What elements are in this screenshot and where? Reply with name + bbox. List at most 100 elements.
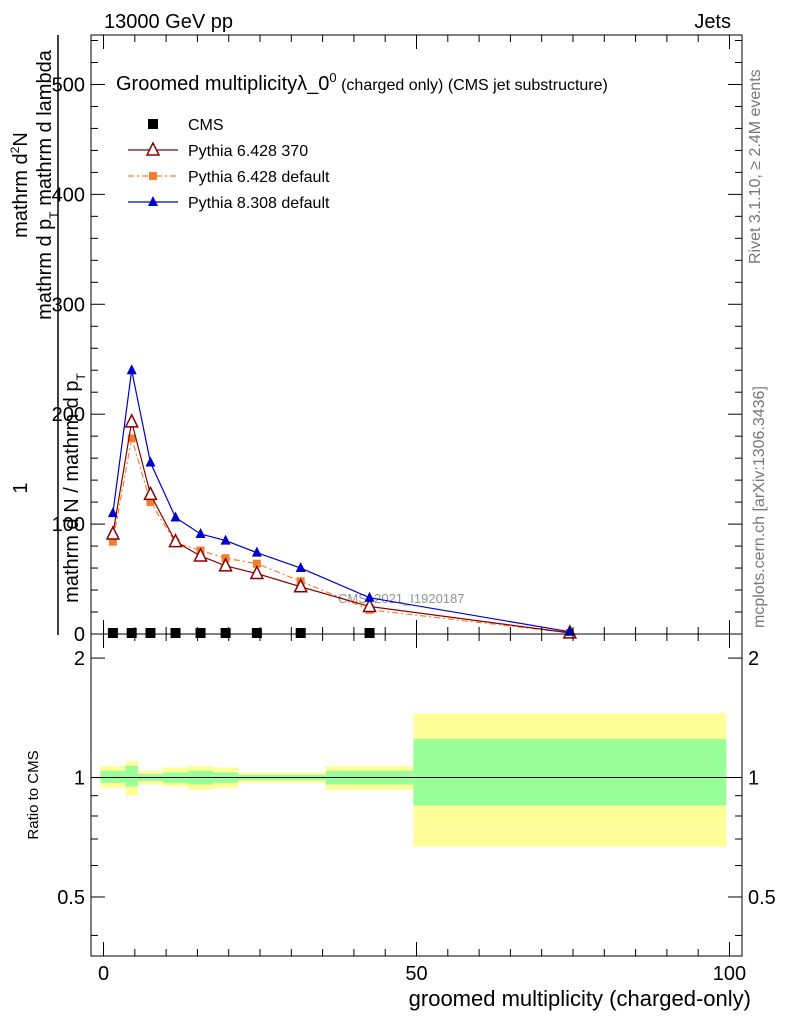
series-3 bbox=[107, 364, 575, 636]
data-point bbox=[145, 456, 156, 467]
legend-entry: Pythia 6.428 370 bbox=[128, 141, 308, 160]
x-tick-label: 0 bbox=[98, 963, 109, 985]
y-tick-label: 0 bbox=[74, 624, 85, 646]
legend-marker bbox=[145, 141, 161, 156]
data-point bbox=[218, 557, 233, 572]
legend-marker bbox=[148, 196, 158, 206]
ratio-y-tick-label: 0.5 bbox=[57, 887, 85, 909]
data-point bbox=[251, 546, 262, 557]
rivet-label: Rivet 3.1.10, ≥ 2.4M events bbox=[747, 69, 764, 264]
data-point bbox=[170, 628, 181, 638]
ratio-y-tick-label-right: 2 bbox=[748, 648, 759, 670]
y-label-num-dpt: mathrm d p bbox=[34, 219, 56, 320]
data-point bbox=[220, 534, 231, 545]
legend-entry: Pythia 6.428 default bbox=[128, 169, 330, 186]
ratio-y-label: Ratio to CMS bbox=[25, 750, 42, 839]
y-tick-label: 300 bbox=[52, 294, 85, 316]
data-point bbox=[145, 628, 156, 638]
ratio-y-tick-label-right: 0.5 bbox=[748, 887, 776, 909]
ratio-y-ticks bbox=[91, 657, 742, 936]
data-point bbox=[108, 537, 117, 546]
mcplots-label: mcplots.cern.ch [arXiv:1306.3436] bbox=[751, 386, 768, 628]
series-0 bbox=[107, 628, 375, 638]
header-right: Jets bbox=[694, 11, 731, 33]
x-axis-label: groomed multiplicity (charged-only) bbox=[409, 986, 751, 1011]
y-label-num-sub: T bbox=[47, 211, 61, 219]
data-point bbox=[252, 559, 261, 568]
series-line bbox=[112, 370, 570, 633]
legend-entry: Pythia 8.308 default bbox=[128, 195, 330, 212]
data-point bbox=[105, 525, 121, 540]
series-2 bbox=[108, 434, 574, 637]
y-label-num-dlambda: mathrm d lambda bbox=[34, 49, 56, 211]
data-point bbox=[107, 507, 118, 518]
series-line bbox=[112, 421, 570, 634]
legend-label: Pythia 8.308 default bbox=[188, 195, 330, 212]
ratio-band-inner bbox=[125, 765, 138, 787]
y-label-den-sub: T bbox=[74, 373, 88, 381]
ratio-y-tick-label-right: 1 bbox=[748, 768, 759, 790]
ratio-y-tick-labels: 0.5 0.5 1 1 2 2 bbox=[57, 648, 776, 909]
y-tick-label: 100 bbox=[52, 514, 85, 536]
series-line bbox=[112, 438, 570, 634]
y-label-denominator: mathrm d N / mathrm d pT bbox=[61, 373, 88, 603]
legend: CMS Pythia 6.428 370 Pythia 6.428 default P… bbox=[128, 117, 330, 212]
data-point bbox=[295, 628, 306, 638]
x-tick-label: 50 bbox=[405, 963, 427, 985]
data-point bbox=[126, 628, 137, 638]
data-point bbox=[107, 628, 118, 638]
legend-marker bbox=[148, 119, 158, 129]
y-label-one: 1 bbox=[10, 482, 32, 493]
y-label-numerator-line2: mathrm d pT mathrm d lambda bbox=[34, 49, 61, 320]
header-left: 13000 GeV pp bbox=[104, 11, 233, 33]
y-tick-label: 200 bbox=[52, 404, 85, 426]
chart-title-superscript: 0 bbox=[329, 70, 336, 85]
chart-title: Groomed multiplicityλ_00 (charged only) … bbox=[116, 70, 608, 95]
data-point bbox=[195, 527, 206, 538]
ratio-y-tick-label: 1 bbox=[74, 768, 85, 790]
data-point bbox=[170, 511, 181, 522]
x-tick-label: 100 bbox=[713, 963, 746, 985]
y-label-den-main: mathrm d N / mathrm d p bbox=[61, 381, 83, 603]
y-label-numerator: mathrm d2N bbox=[8, 132, 32, 238]
series-layer bbox=[105, 364, 578, 639]
y-axis-label: 1 mathrm d2N mathrm d pT mathrm d lambda… bbox=[8, 35, 88, 635]
legend-marker bbox=[149, 172, 157, 180]
data-point bbox=[364, 591, 375, 602]
data-point bbox=[127, 434, 136, 443]
data-point bbox=[251, 628, 262, 638]
data-point bbox=[362, 597, 377, 613]
legend-label: Pythia 6.428 370 bbox=[188, 143, 308, 160]
data-point bbox=[124, 413, 139, 428]
data-point bbox=[193, 547, 208, 562]
main-y-tick-labels: 0 100 200 300 400 500 bbox=[52, 74, 85, 646]
legend-label: Pythia 6.428 default bbox=[188, 169, 330, 186]
data-point bbox=[249, 564, 265, 580]
ratio-y-tick-label: 2 bbox=[74, 648, 85, 670]
data-point bbox=[564, 625, 575, 636]
data-point bbox=[143, 485, 158, 501]
data-point bbox=[220, 628, 231, 638]
x-ticks bbox=[103, 35, 730, 956]
y-label-num-n: N bbox=[10, 132, 32, 146]
ratio-bands bbox=[100, 713, 727, 847]
x-tick-labels: 0 50 100 bbox=[98, 963, 746, 985]
main-y-ticks bbox=[91, 39, 742, 635]
data-point bbox=[126, 364, 137, 375]
y-label-num-sup: 2 bbox=[8, 146, 22, 153]
data-point bbox=[295, 562, 306, 573]
chart-title-rest: (charged only) (CMS jet substructure) bbox=[337, 77, 608, 94]
legend-label: CMS bbox=[188, 117, 224, 134]
y-tick-label: 400 bbox=[52, 184, 85, 206]
data-point bbox=[293, 578, 308, 593]
data-point bbox=[168, 533, 183, 548]
data-point bbox=[146, 498, 155, 507]
legend-entry: CMS bbox=[148, 117, 224, 134]
analysis-watermark: CMS_2021_I1920187 bbox=[338, 591, 465, 606]
ratio-band-inner bbox=[413, 739, 727, 806]
data-point bbox=[195, 628, 206, 638]
y-label-num-d2: mathrm d bbox=[10, 153, 32, 237]
chart-title-main: Groomed multiplicityλ_0 bbox=[116, 73, 329, 95]
data-point bbox=[364, 628, 375, 638]
